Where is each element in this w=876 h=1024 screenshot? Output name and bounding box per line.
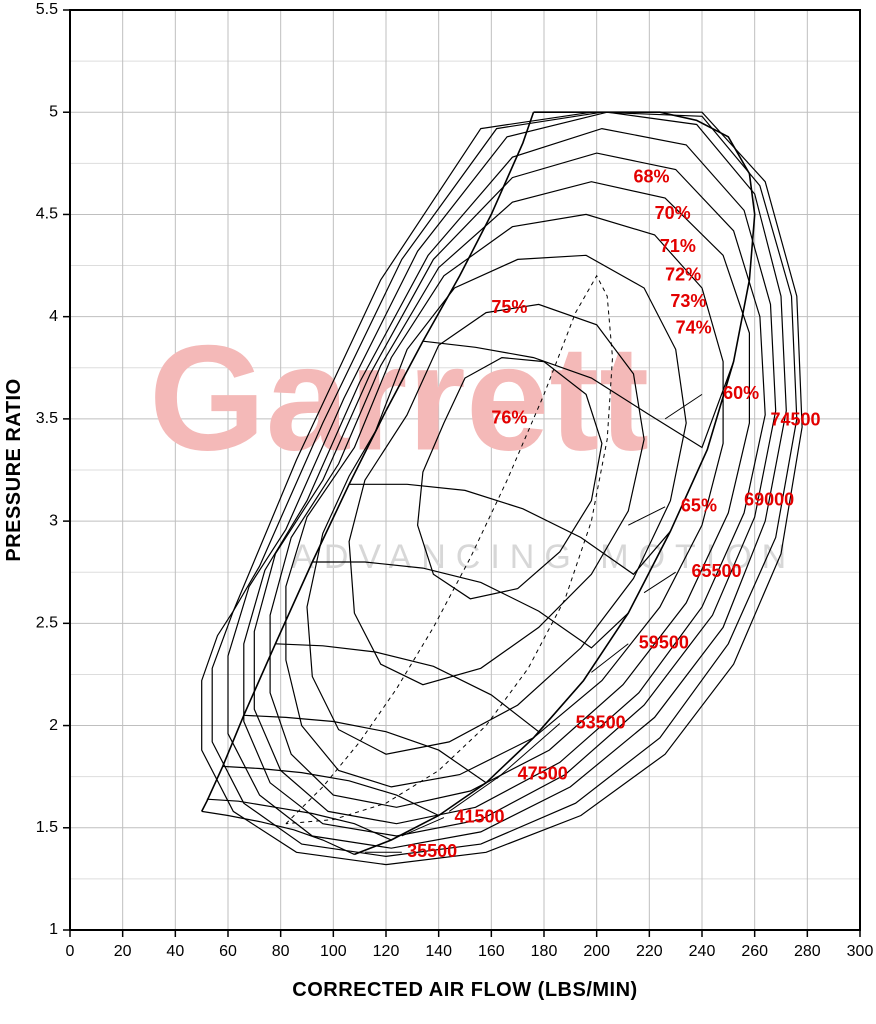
chart-svg: GarrettADVANCING MOTION68%70%71%72%73%74… — [0, 0, 876, 1024]
x-tick-label: 80 — [272, 943, 290, 960]
annotation-label: 68% — [634, 166, 670, 186]
x-tick-label: 300 — [847, 943, 874, 960]
annotation-label: 53500 — [576, 712, 626, 732]
y-tick-label: 5.5 — [36, 1, 58, 18]
y-tick-label: 1.5 — [36, 819, 58, 836]
annotation-label: 65500 — [691, 561, 741, 581]
y-tick-label: 3 — [49, 512, 58, 529]
x-tick-label: 180 — [531, 943, 558, 960]
x-axis-label: CORRECTED AIR FLOW (LBS/MIN) — [292, 979, 637, 1001]
x-tick-label: 240 — [689, 943, 716, 960]
annotation-label: 71% — [660, 236, 696, 256]
x-tick-label: 260 — [741, 943, 768, 960]
x-tick-label: 0 — [66, 943, 75, 960]
annotation-label: 70% — [655, 203, 691, 223]
x-tick-label: 20 — [114, 943, 132, 960]
annotation-label: 74500 — [770, 410, 820, 430]
x-tick-label: 160 — [478, 943, 505, 960]
annotation-label: 41500 — [454, 806, 504, 826]
y-tick-label: 2.5 — [36, 615, 58, 632]
x-tick-label: 200 — [583, 943, 610, 960]
y-tick-label: 4 — [49, 308, 58, 325]
x-tick-label: 60 — [219, 943, 237, 960]
annotation-label: 60% — [723, 383, 759, 403]
y-axis-label: PRESSURE RATIO — [3, 378, 25, 561]
x-tick-label: 140 — [425, 943, 452, 960]
compressor-map-chart: GarrettADVANCING MOTION68%70%71%72%73%74… — [0, 0, 876, 1024]
annotation-label: 35500 — [407, 841, 457, 861]
x-tick-label: 100 — [320, 943, 347, 960]
annotation-label: 47500 — [518, 763, 568, 783]
annotation-label: 65% — [681, 496, 717, 516]
x-tick-label: 220 — [636, 943, 663, 960]
watermark-main: Garrett — [149, 314, 649, 482]
annotation-label: 69000 — [744, 489, 794, 509]
annotation-label: 76% — [491, 408, 527, 428]
x-tick-label: 120 — [373, 943, 400, 960]
y-tick-label: 4.5 — [36, 206, 58, 223]
x-tick-label: 280 — [794, 943, 821, 960]
y-tick-label: 2 — [49, 717, 58, 734]
y-tick-label: 1 — [49, 921, 58, 938]
y-tick-label: 5 — [49, 103, 58, 120]
annotation-label: 75% — [491, 297, 527, 317]
annotation-label: 74% — [676, 318, 712, 338]
annotation-label: 72% — [665, 265, 701, 285]
x-tick-label: 40 — [166, 943, 184, 960]
annotation-label: 73% — [670, 291, 706, 311]
y-tick-label: 3.5 — [36, 410, 58, 427]
annotation-label: 59500 — [639, 633, 689, 653]
